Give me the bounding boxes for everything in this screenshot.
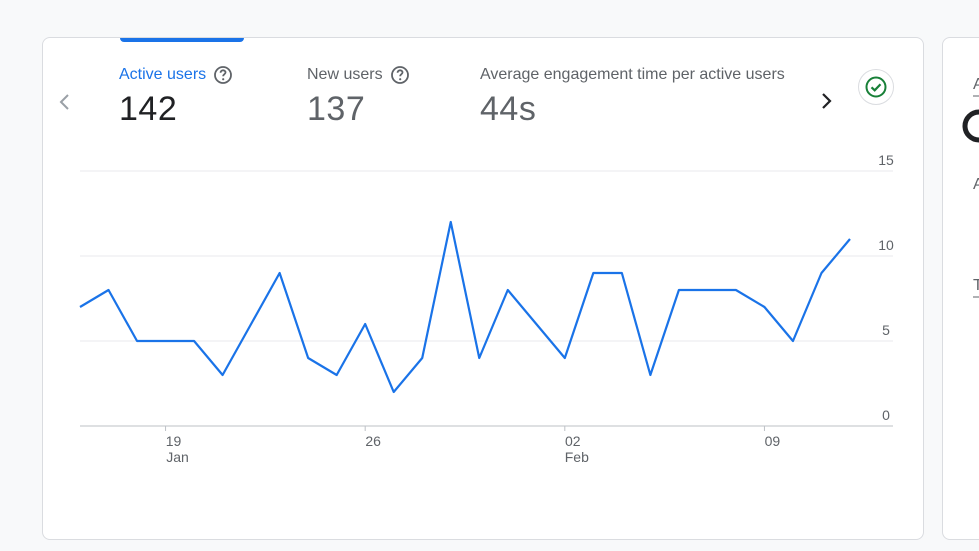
x-tick-sublabel: Feb [565, 449, 589, 465]
metric-tab-active-users[interactable]: Active users 142 [119, 64, 233, 129]
side-fragment-2: A [973, 176, 979, 193]
chart-gridlines [80, 170, 893, 427]
active-users-series-line [79, 220, 851, 394]
x-tick-label: 26 [365, 433, 381, 449]
y-tick-label: 10 [878, 237, 894, 253]
y-axis-ticks: 0 5 10 15 [878, 152, 894, 423]
help-icon[interactable] [390, 65, 410, 85]
selected-tab-indicator [120, 38, 244, 42]
side-fragment-1: A [973, 76, 979, 93]
x-tick-label: 19 [166, 433, 182, 449]
new-users-label: New users [307, 66, 383, 83]
adjacent-card-fragment: A A T [962, 76, 979, 298]
adjacent-card: A A T [942, 37, 979, 540]
side-fragment-3: T [973, 277, 979, 294]
metric-label: New users [307, 64, 410, 86]
y-tick-label: 5 [882, 322, 890, 338]
y-tick-label: 0 [882, 407, 890, 423]
metric-tab-new-users[interactable]: New users 137 [307, 64, 410, 129]
metric-tab-avg-engagement[interactable]: Average engagement time per active users… [480, 64, 805, 129]
side-fragment-digit [962, 109, 979, 143]
chevron-right-icon[interactable] [814, 89, 838, 113]
active-users-label: Active users [119, 66, 207, 83]
y-tick-label: 15 [878, 152, 894, 168]
active-users-value: 142 [119, 90, 178, 128]
avg-engagement-label: Average engagement time per active users [480, 66, 785, 83]
x-tick-sublabel: Jan [166, 449, 189, 465]
check-circle-icon[interactable] [858, 69, 894, 105]
chevron-left-icon[interactable] [53, 90, 77, 114]
avg-engagement-value: 44s [480, 90, 537, 128]
new-users-value: 137 [307, 90, 366, 128]
x-tick-label: 02 [565, 433, 581, 449]
help-icon[interactable] [213, 65, 233, 85]
active-users-card: Active users 142 New users 137 Average e… [42, 37, 924, 540]
x-tick-label: 09 [765, 433, 781, 449]
metric-label: Average engagement time per active users [480, 64, 805, 86]
metric-label: Active users [119, 64, 233, 86]
